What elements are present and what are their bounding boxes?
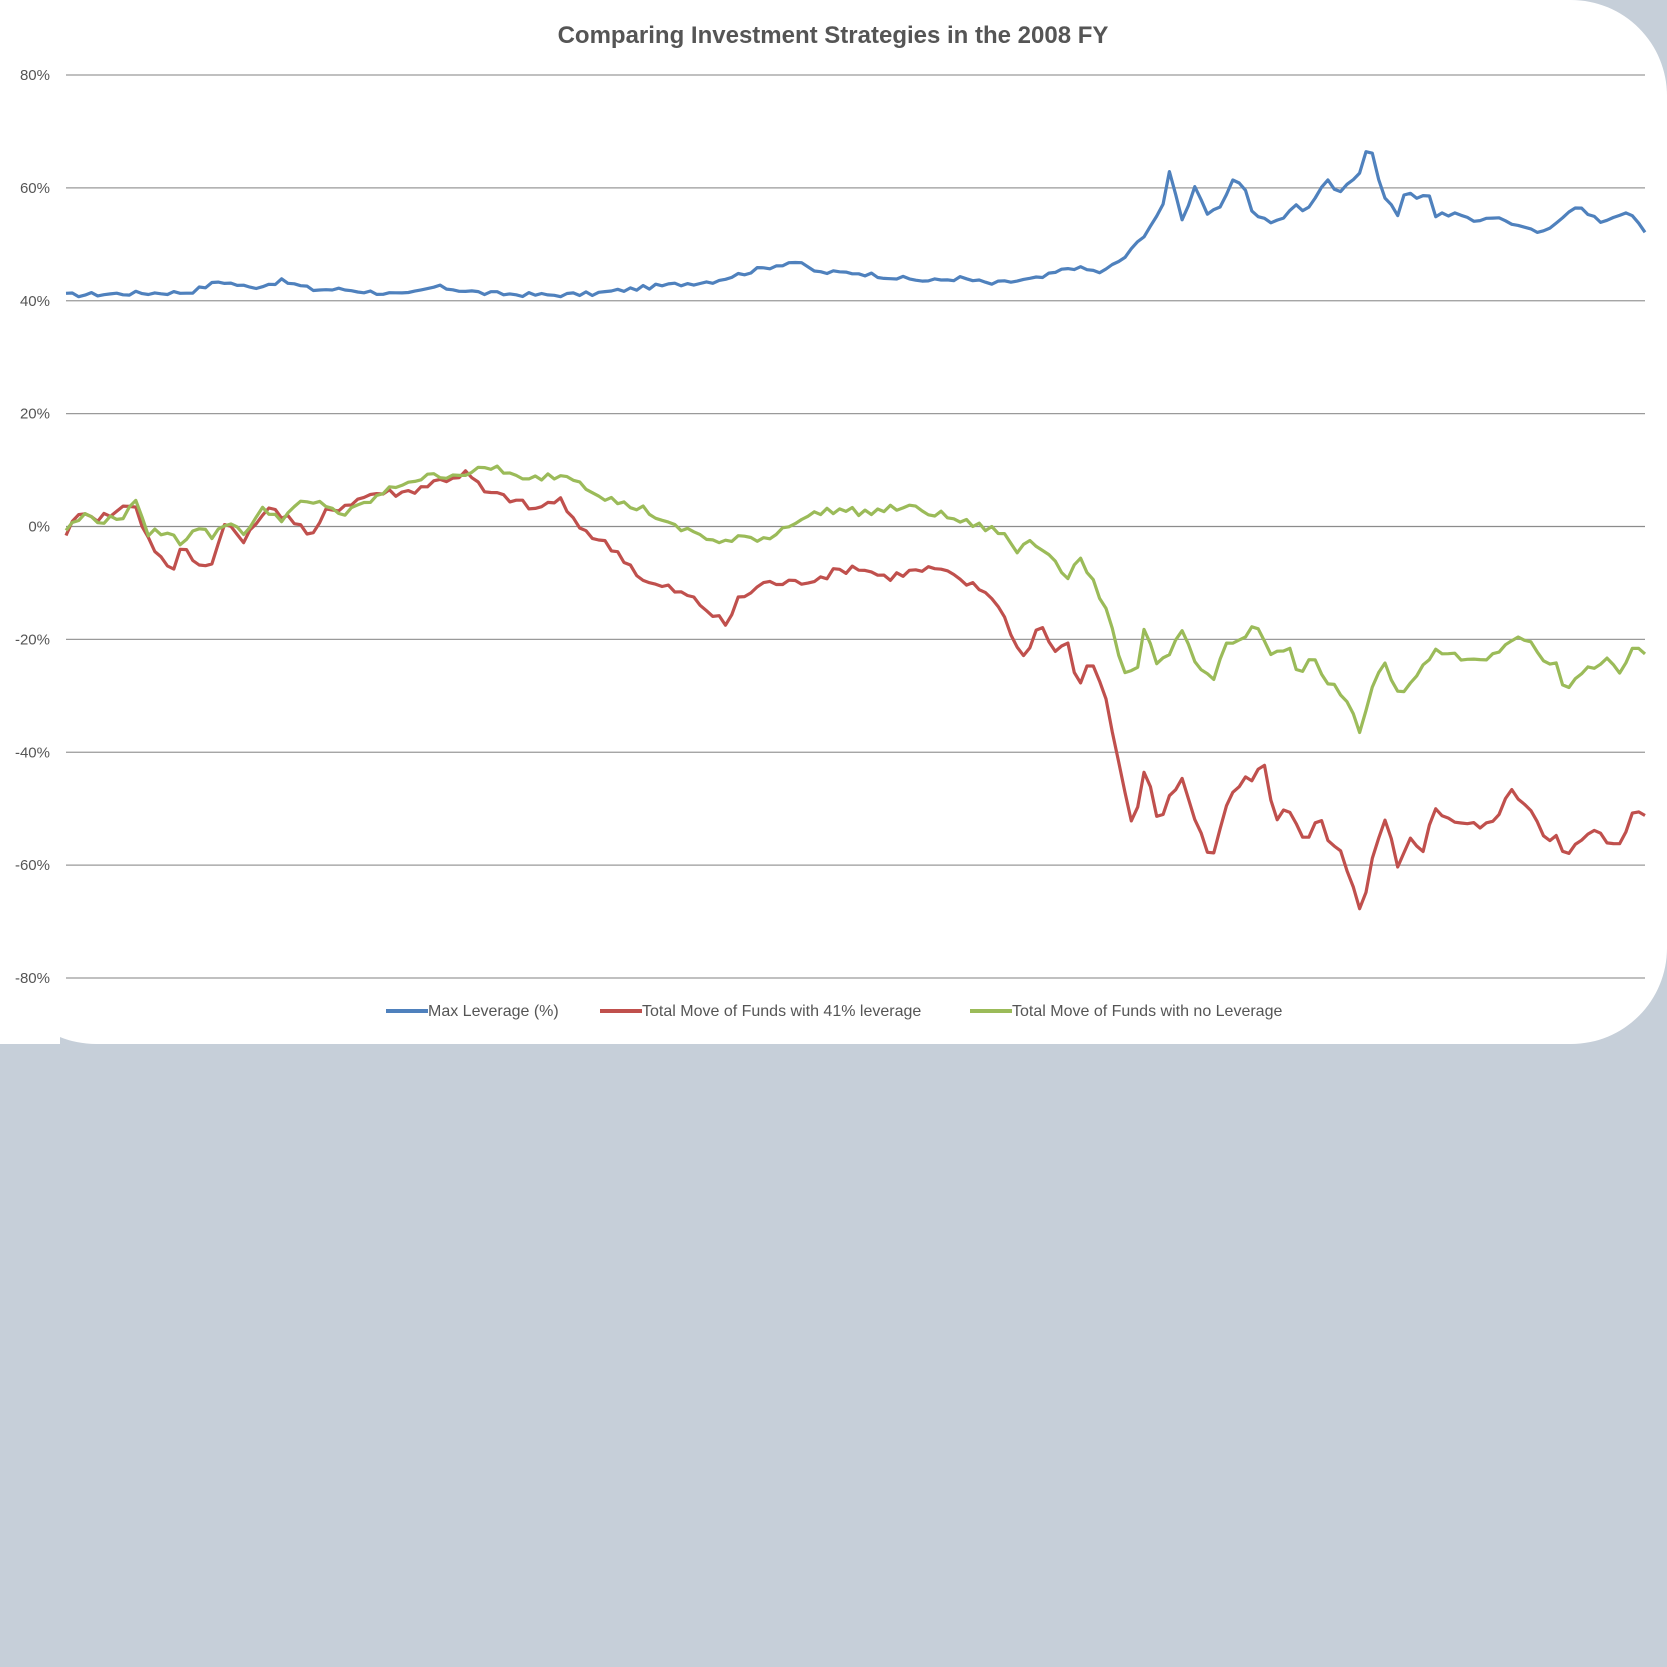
y-tick-label: -20% <box>15 631 50 648</box>
y-tick-label: 40% <box>20 293 50 310</box>
y-tick-label: 60% <box>20 180 50 197</box>
y-tick-label: -60% <box>15 857 50 874</box>
y-tick-label: 20% <box>20 406 50 423</box>
series-line-2 <box>64 469 1646 911</box>
y-tick-label: 80% <box>20 67 50 84</box>
legend-label: Total Move of Funds with no Leverage <box>1012 1003 1282 1020</box>
series-layer <box>64 150 1647 911</box>
y-tick-label: -40% <box>15 744 50 761</box>
line-chart: Comparing Investment Strategies in the 2… <box>15 22 1647 1020</box>
chart-card: Comparing Investment Strategies in the 2… <box>0 0 1667 1044</box>
y-tick-label: 0% <box>28 519 50 536</box>
chart-title: Comparing Investment Strategies in the 2… <box>558 22 1109 49</box>
legend: Max Leverage (%) Total Move of Funds with… <box>386 1003 1282 1020</box>
series-line-3 <box>64 464 1647 735</box>
series-line-1 <box>65 150 1647 299</box>
legend-label: Total Move of Funds with 41% leverage <box>642 1003 921 1020</box>
y-tick-label: -80% <box>15 970 50 987</box>
legend-label: Max Leverage (%) <box>428 1003 559 1020</box>
grid-layer: 80% 60% 40% 20% 0% -20% -40% -60% -80% <box>15 67 1645 987</box>
